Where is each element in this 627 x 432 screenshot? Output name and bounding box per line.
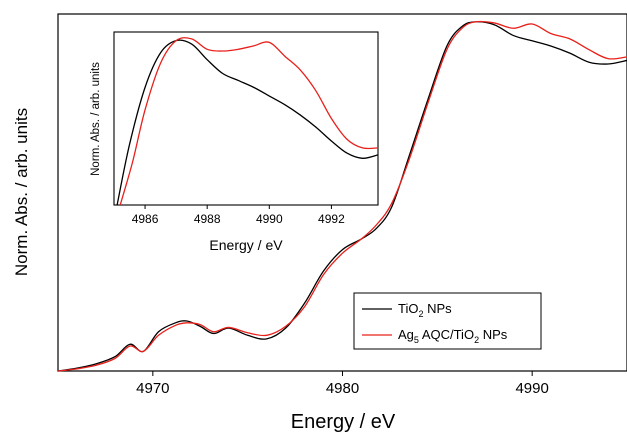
inset-x-tick-label: 4988 (194, 212, 221, 226)
legend-box (353, 292, 542, 350)
inset-x-tick-label: 4992 (318, 212, 345, 226)
legend-label-ag5: Ag5 AQC/TiO2 NPs (398, 327, 508, 345)
main-series-line-tio2 (57, 21, 627, 372)
main-x-axis-title: Energy / eV (291, 411, 396, 432)
main-x-tick-label: 4990 (515, 380, 548, 397)
main-x-tick-label: 4970 (136, 380, 169, 397)
legend: TiO2 NPs Ag5 AQC/TiO2 NPs (353, 292, 542, 350)
inset-x-tick-label: 4986 (132, 212, 159, 226)
inset-series-group (116, 37, 379, 206)
legend-label-tio2: TiO2 NPs (398, 301, 452, 319)
main-y-axis-title: Norm. Abs. / arb. units (12, 108, 31, 276)
inset-series-line-tio2 (116, 39, 379, 206)
main-x-ticks: 4970 4980 4990 (136, 371, 549, 397)
inset-x-tick-label: 4990 (256, 212, 283, 226)
inset-x-axis-title: Energy / eV (209, 237, 283, 253)
inset-series-line-ag5 (119, 37, 379, 206)
main-x-tick-label: 4980 (326, 380, 359, 397)
main-series-group (57, 20, 627, 372)
inset-plot-frame (113, 31, 379, 206)
main-series-line-ag5 (57, 20, 627, 372)
inset-x-ticks: 4986 4988 4990 4992 (132, 205, 345, 226)
inset-y-axis-title: Norm. Abs. / arb. units (90, 62, 102, 176)
